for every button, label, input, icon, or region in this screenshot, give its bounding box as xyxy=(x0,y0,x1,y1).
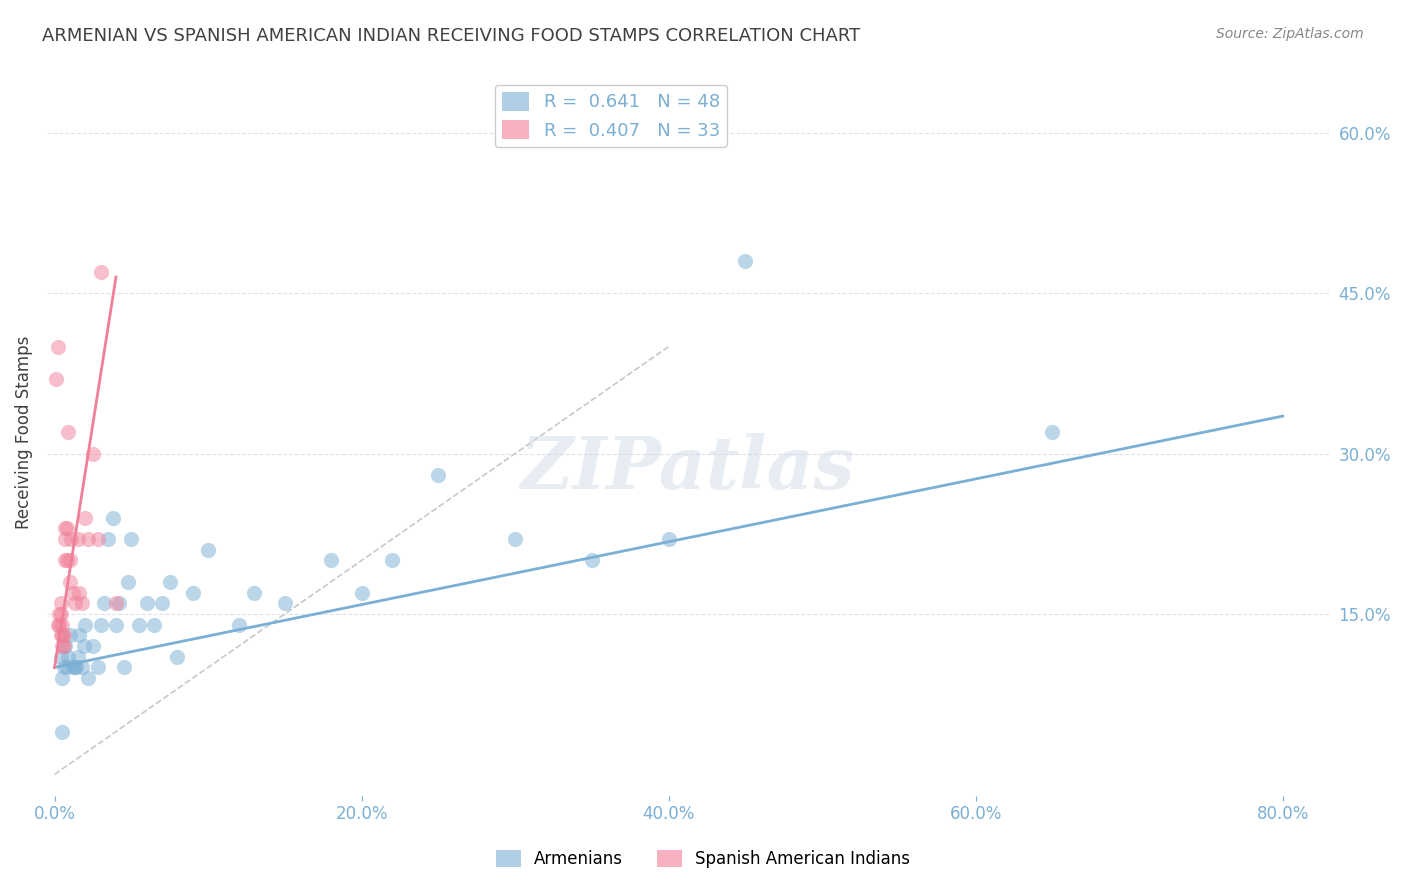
Point xyxy=(1042,425,1064,439)
Point xyxy=(60,532,83,546)
Point xyxy=(52,628,75,642)
Point xyxy=(82,639,104,653)
Point xyxy=(53,532,76,546)
Point xyxy=(67,628,90,642)
Point xyxy=(46,340,69,354)
Text: ZIPatlas: ZIPatlas xyxy=(520,433,855,504)
Point xyxy=(53,521,76,535)
Point xyxy=(66,649,89,664)
Point xyxy=(70,596,93,610)
Point xyxy=(70,660,93,674)
Legend: Armenians, Spanish American Indians: Armenians, Spanish American Indians xyxy=(489,843,917,875)
Point xyxy=(59,574,82,589)
Point xyxy=(48,617,70,632)
Point xyxy=(159,574,181,589)
Point xyxy=(350,585,373,599)
Point xyxy=(228,617,250,632)
Point xyxy=(82,446,104,460)
Point xyxy=(51,724,73,739)
Point xyxy=(63,660,86,674)
Point xyxy=(90,265,112,279)
Point xyxy=(52,639,75,653)
Point xyxy=(62,585,84,599)
Text: ARMENIAN VS SPANISH AMERICAN INDIAN RECEIVING FOOD STAMPS CORRELATION CHART: ARMENIAN VS SPANISH AMERICAN INDIAN RECE… xyxy=(42,27,860,45)
Y-axis label: Receiving Food Stamps: Receiving Food Stamps xyxy=(15,335,32,529)
Point xyxy=(243,585,266,599)
Point xyxy=(128,617,150,632)
Point xyxy=(77,671,100,685)
Point xyxy=(51,671,73,685)
Point xyxy=(77,532,100,546)
Point xyxy=(58,649,80,664)
Point xyxy=(90,617,112,632)
Point xyxy=(112,660,135,674)
Point xyxy=(274,596,297,610)
Point xyxy=(49,596,72,610)
Point xyxy=(86,660,108,674)
Point xyxy=(51,639,73,653)
Point xyxy=(66,532,89,546)
Point xyxy=(52,660,75,674)
Point xyxy=(56,553,79,567)
Point xyxy=(97,532,120,546)
Point xyxy=(135,596,157,610)
Point xyxy=(86,532,108,546)
Point xyxy=(319,553,342,567)
Point xyxy=(63,596,86,610)
Point xyxy=(59,553,82,567)
Point xyxy=(150,596,173,610)
Point xyxy=(120,532,142,546)
Point xyxy=(49,628,72,642)
Point xyxy=(45,372,67,386)
Point xyxy=(108,596,131,610)
Point xyxy=(93,596,115,610)
Point xyxy=(53,639,76,653)
Point xyxy=(197,542,219,557)
Point xyxy=(427,467,450,482)
Point xyxy=(117,574,139,589)
Point xyxy=(75,617,97,632)
Legend: R =  0.641   N = 48, R =  0.407   N = 33: R = 0.641 N = 48, R = 0.407 N = 33 xyxy=(495,85,727,147)
Point xyxy=(143,617,166,632)
Point xyxy=(73,639,96,653)
Text: Source: ZipAtlas.com: Source: ZipAtlas.com xyxy=(1216,27,1364,41)
Point xyxy=(58,425,80,439)
Point xyxy=(65,660,87,674)
Point xyxy=(48,607,70,621)
Point xyxy=(381,553,404,567)
Point xyxy=(56,521,79,535)
Point xyxy=(166,649,188,664)
Point xyxy=(658,532,681,546)
Point xyxy=(62,660,84,674)
Point xyxy=(56,660,79,674)
Point xyxy=(49,607,72,621)
Point xyxy=(46,617,69,632)
Point xyxy=(104,596,127,610)
Point xyxy=(59,628,82,642)
Point xyxy=(67,585,90,599)
Point xyxy=(734,254,756,268)
Point xyxy=(104,617,127,632)
Point xyxy=(581,553,603,567)
Point xyxy=(503,532,526,546)
Point xyxy=(49,649,72,664)
Point xyxy=(181,585,204,599)
Point xyxy=(101,510,124,524)
Point xyxy=(53,553,76,567)
Point xyxy=(51,617,73,632)
Point xyxy=(75,510,97,524)
Point xyxy=(51,628,73,642)
